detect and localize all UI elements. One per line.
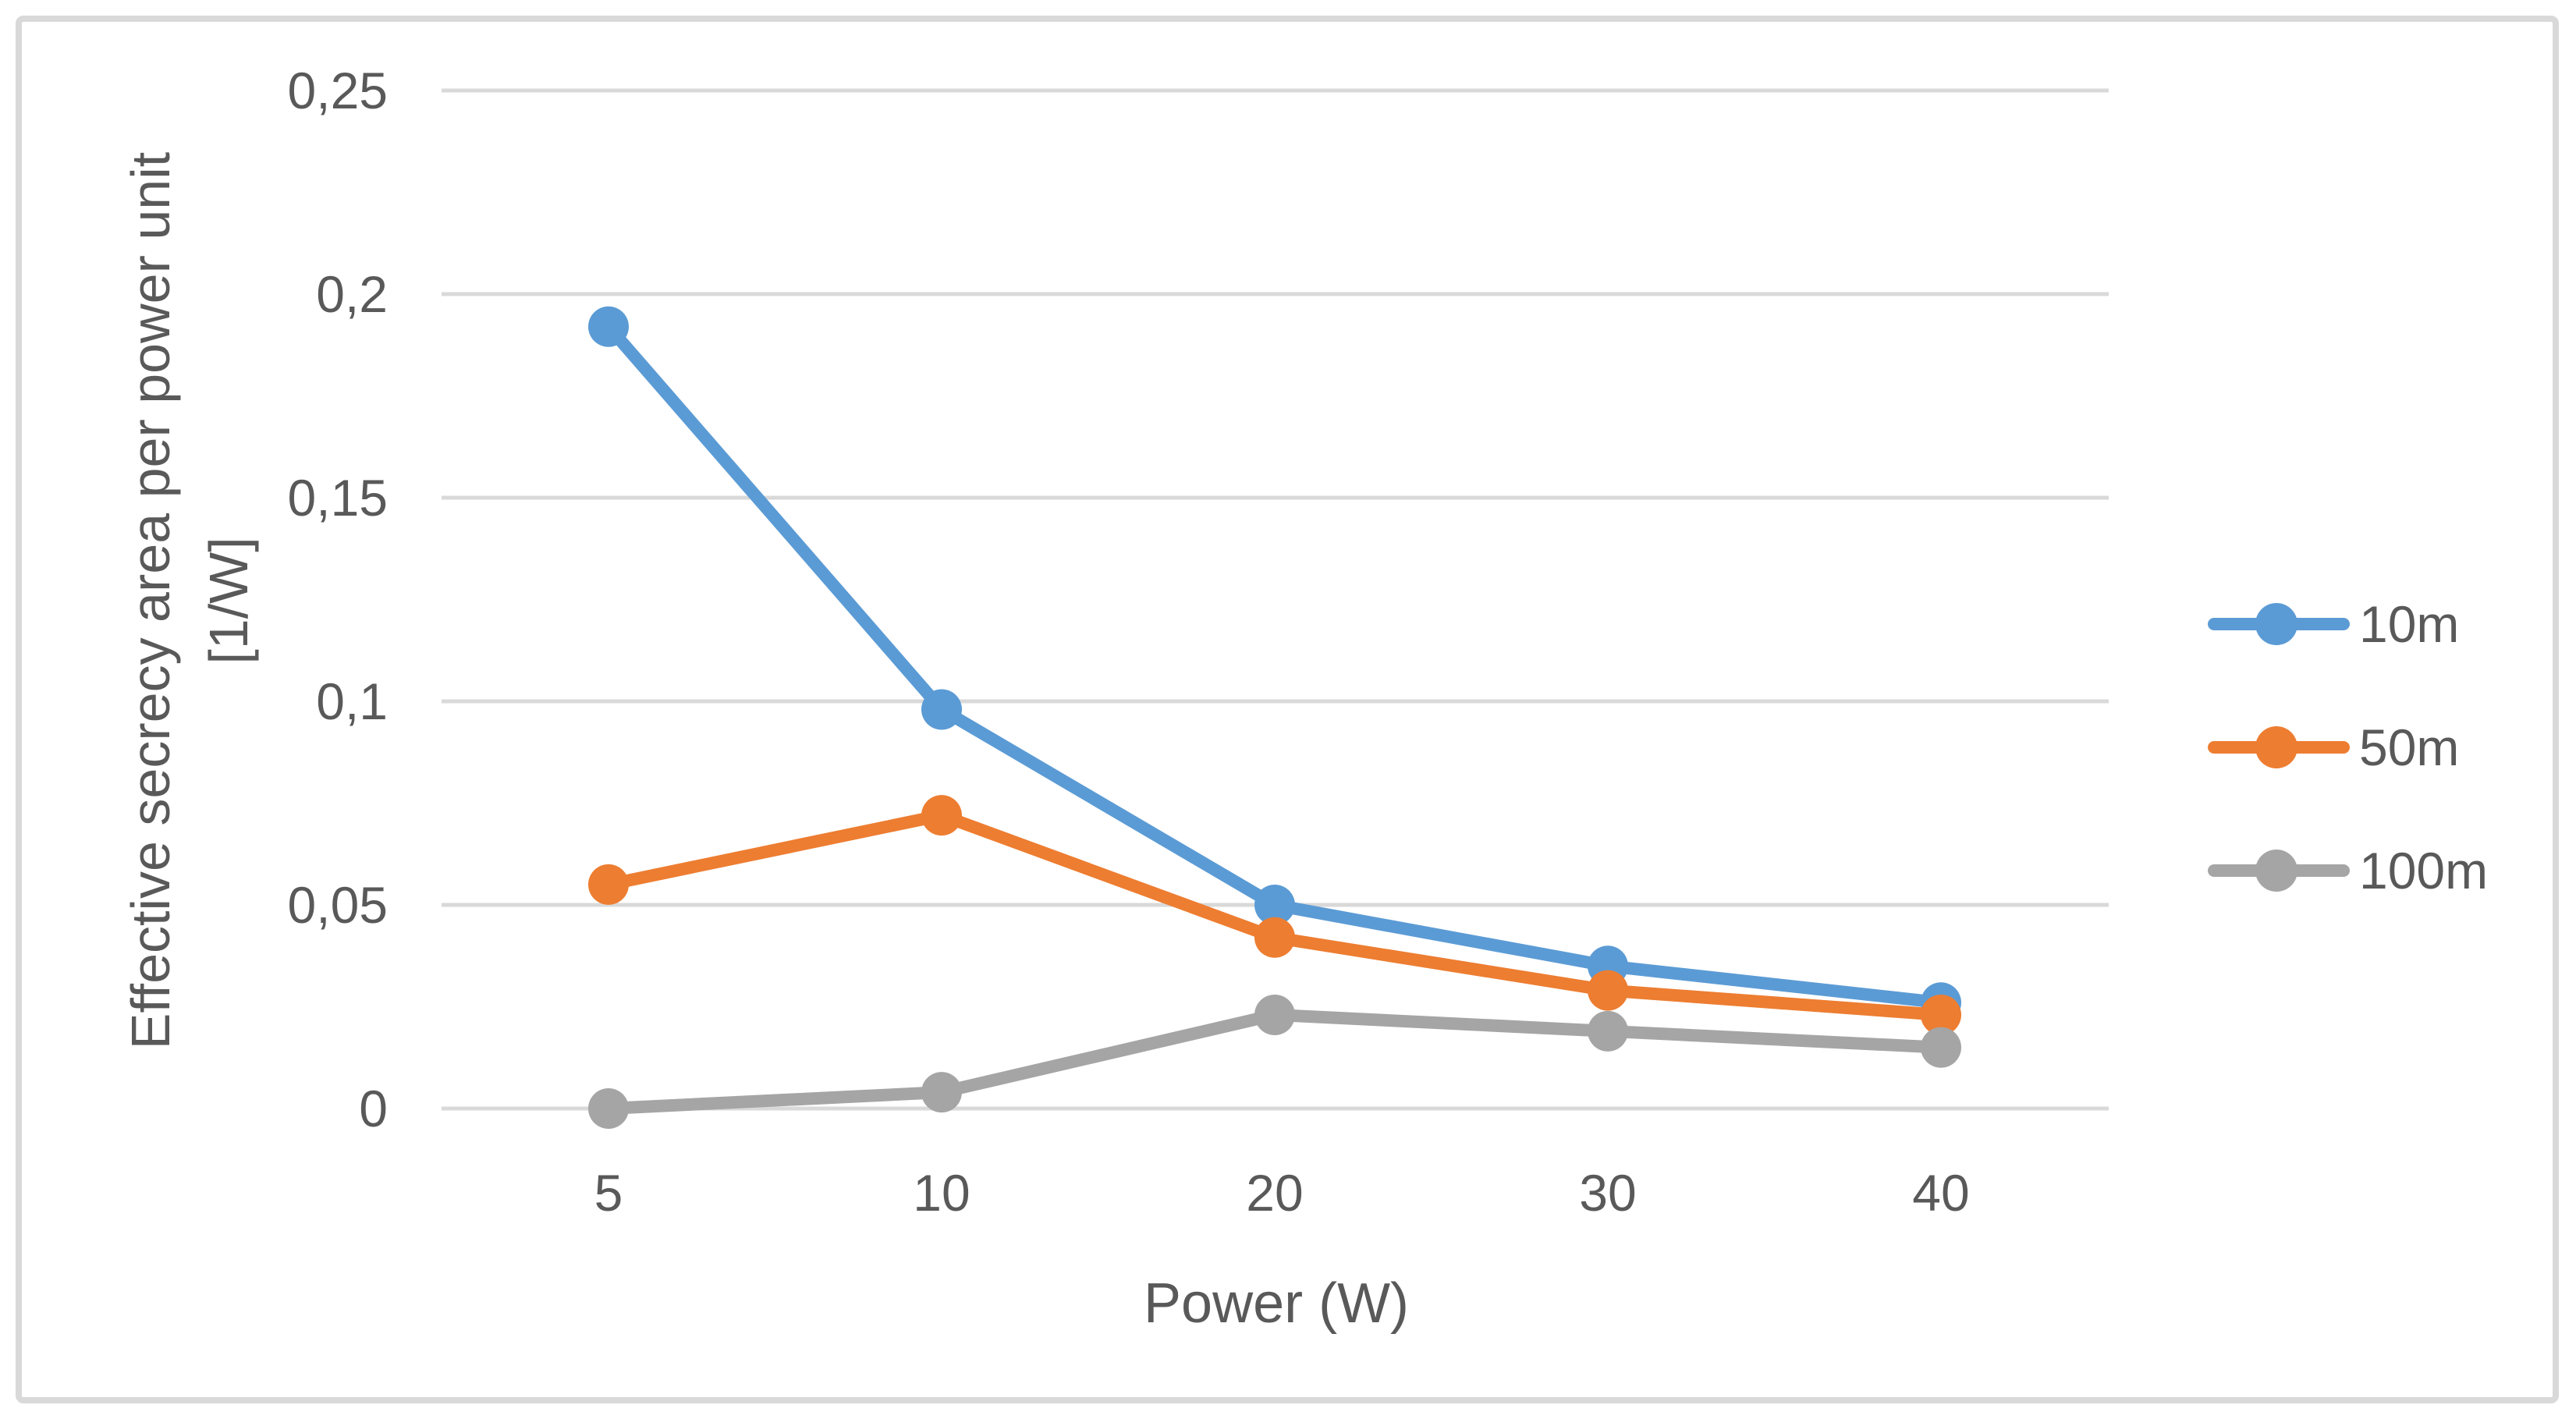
legend-label: 10m [2359, 595, 2460, 653]
legend-label: 50m [2359, 718, 2460, 776]
y-tick-label: 0,25 [288, 62, 388, 119]
y-axis-title-line1: Effective secrecy area per power unit [120, 151, 181, 1050]
legend: 10m 50m 100m [2208, 595, 2488, 970]
y-tick-label: 0,1 [316, 672, 388, 730]
data-point-100m [1254, 994, 1295, 1035]
legend-row-50m: 50m [2208, 718, 2488, 776]
legend-label: 100m [2359, 842, 2489, 899]
data-point-10m [921, 689, 962, 730]
y-tick-label: 0,15 [288, 469, 388, 527]
legend-marker-dot [2255, 850, 2297, 892]
legend-row-10m: 10m [2208, 595, 2488, 653]
data-point-100m [1588, 1010, 1628, 1052]
data-point-10m [588, 306, 629, 347]
x-axis-title: Power (W) [1144, 1272, 1409, 1335]
data-point-10m [1254, 885, 1295, 925]
legend-line-marker-icon [2208, 600, 2350, 648]
data-point-50m [921, 795, 962, 836]
legend-line-marker-icon [2208, 846, 2350, 895]
y-tick-label: 0,05 [288, 876, 388, 934]
x-tick-label: 5 [594, 1164, 623, 1222]
data-point-50m [1921, 994, 1961, 1035]
data-point-50m [1254, 917, 1295, 958]
x-tick-label: 20 [1246, 1164, 1303, 1222]
x-tick-label: 10 [913, 1164, 970, 1222]
data-point-100m [1921, 1027, 1961, 1068]
x-tick-label: 40 [1912, 1164, 1969, 1222]
data-point-50m [588, 864, 629, 905]
legend-marker-dot [2255, 726, 2297, 768]
legend-line-marker-icon [2208, 723, 2350, 772]
y-tick-label: 0 [359, 1080, 388, 1137]
data-point-100m [921, 1072, 962, 1113]
data-point-50m [1588, 970, 1628, 1011]
data-point-100m [588, 1088, 629, 1129]
y-tick-label: 0,2 [316, 265, 388, 323]
y-axis-title-line2: [1/W] [198, 537, 259, 665]
legend-marker-dot [2255, 603, 2297, 645]
x-tick-label: 30 [1579, 1164, 1636, 1222]
legend-row-100m: 100m [2208, 842, 2488, 899]
